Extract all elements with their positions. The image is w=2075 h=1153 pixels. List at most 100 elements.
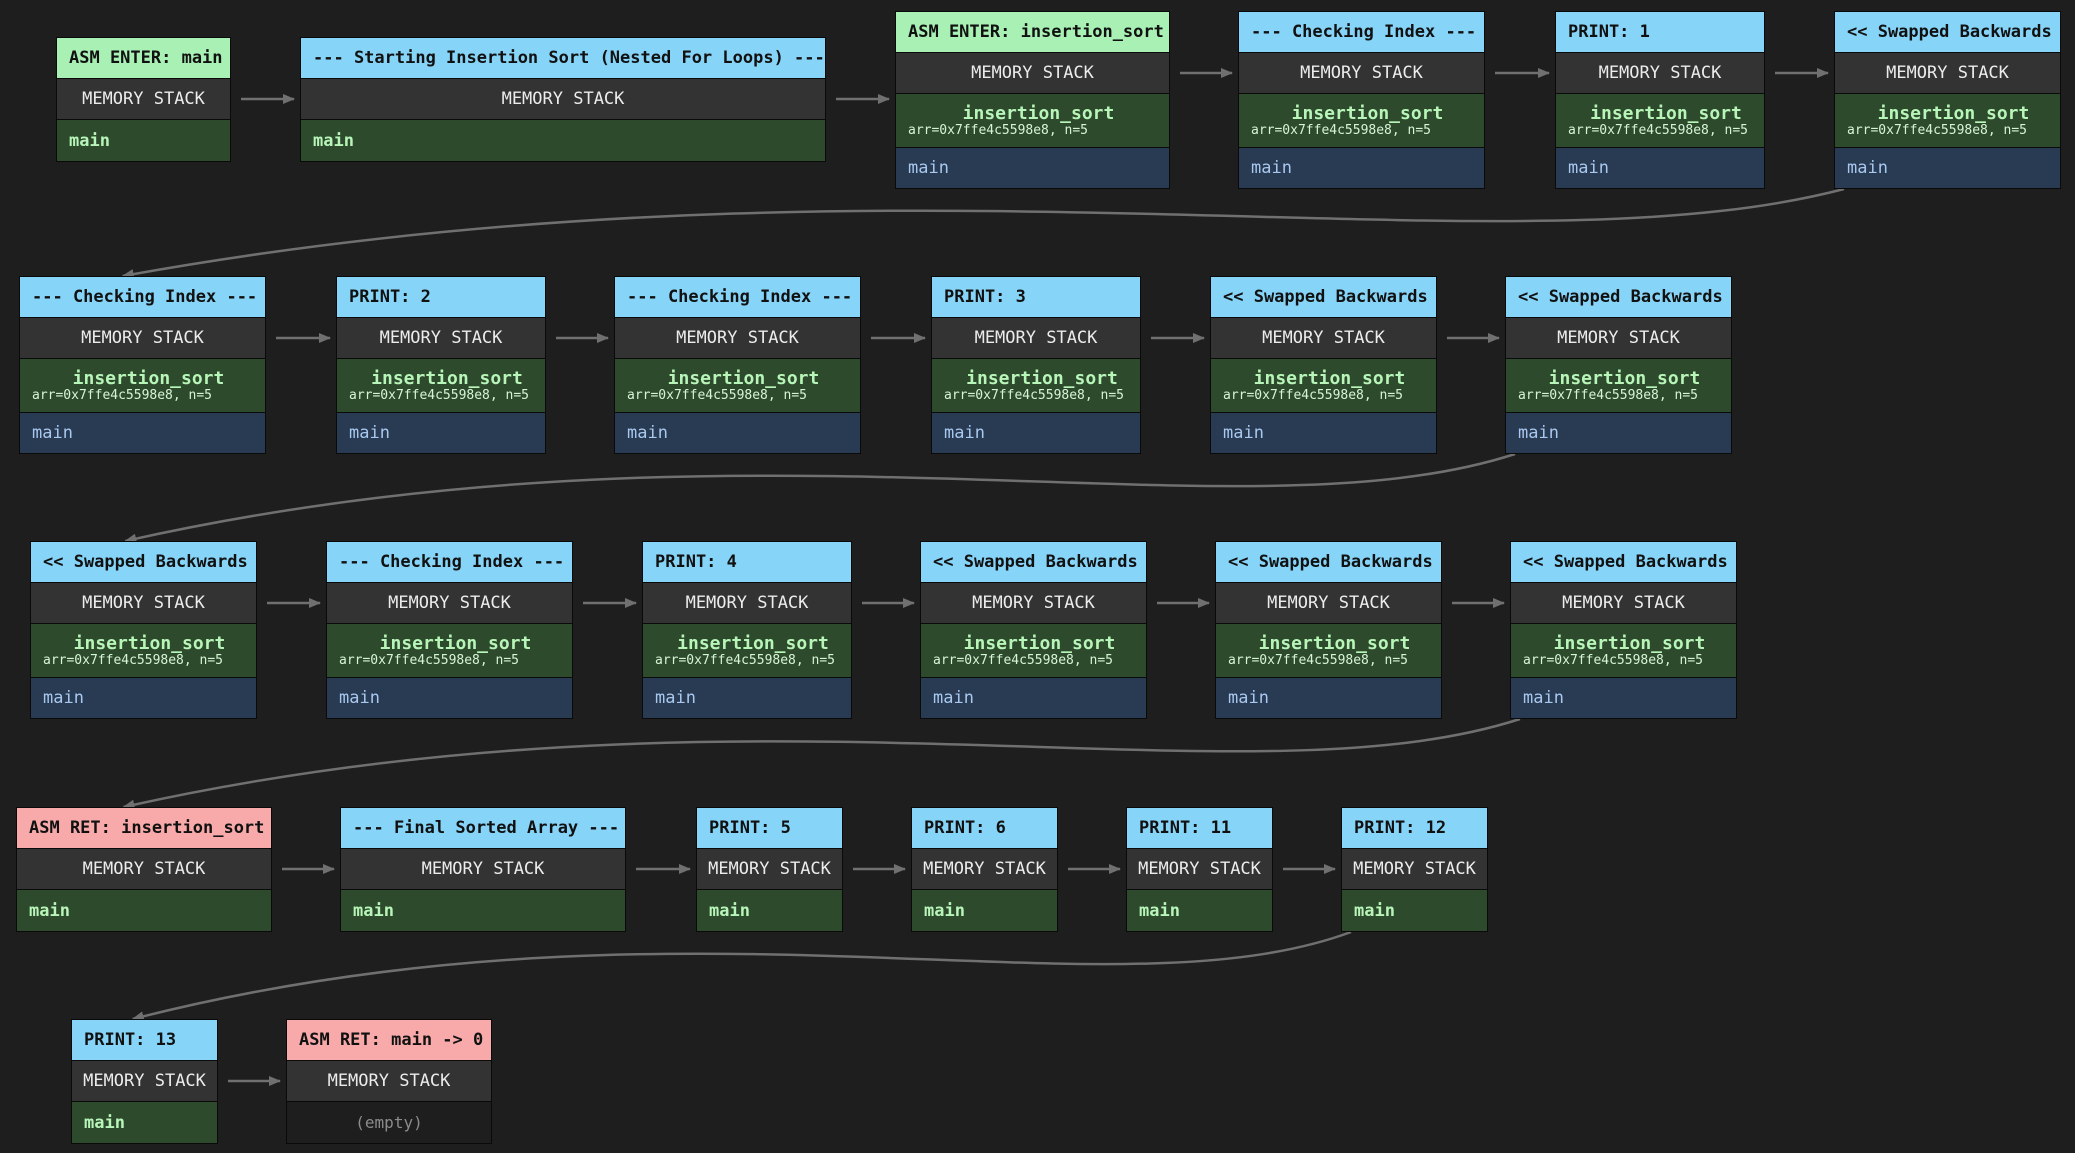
frame-arguments: arr=0x7ffe4c5598e8, n=5 (1847, 122, 2028, 138)
stack-frame-insertion-sort: insertion_sort arr=0x7ffe4c5598e8, n=5 (20, 359, 265, 413)
frame-arguments: arr=0x7ffe4c5598e8, n=5 (627, 387, 808, 403)
stack-frame-insertion-sort: insertion_sort arr=0x7ffe4c5598e8, n=5 (1211, 359, 1436, 413)
stack-frame-main: main (643, 678, 851, 718)
stack-frame-insertion-sort: insertion_sort arr=0x7ffe4c5598e8, n=5 (337, 359, 545, 413)
node-title: ASM RET: insertion_sort (17, 808, 271, 849)
trace-node: PRINT: 2 MEMORY STACK insertion_sort arr=0x… (336, 276, 546, 454)
frame-function-name: insertion_sort (72, 367, 225, 389)
memory-stack-header: MEMORY STACK (287, 1061, 491, 1102)
frame-arguments: arr=0x7ffe4c5598e8, n=5 (349, 387, 530, 403)
node-title: --- Checking Index --- (20, 277, 265, 318)
wrap-arrow (124, 452, 1516, 544)
trace-node: PRINT: 12 MEMORY STACK main (1341, 807, 1488, 932)
memory-stack-header: MEMORY STACK (1511, 583, 1736, 624)
frame-arguments: arr=0x7ffe4c5598e8, n=5 (933, 652, 1114, 668)
stack-frame-main: main (57, 120, 230, 161)
trace-node: --- Checking Index --- MEMORY STACK insert… (1238, 11, 1485, 189)
stack-frame-main: main (1835, 148, 2060, 188)
trace-node: PRINT: 1 MEMORY STACK insertion_sort arr=0x… (1555, 11, 1765, 189)
memory-stack-header: MEMORY STACK (1239, 53, 1484, 94)
memory-stack-header: MEMORY STACK (1342, 849, 1487, 890)
node-title: << Swapped Backwards (1506, 277, 1731, 318)
trace-node: << Swapped Backwards MEMORY STACK insertio… (1510, 541, 1737, 719)
frame-arguments: arr=0x7ffe4c5598e8, n=5 (1518, 387, 1699, 403)
memory-stack-header: MEMORY STACK (17, 849, 271, 890)
node-title: --- Checking Index --- (615, 277, 860, 318)
stack-frame-main: main (1556, 148, 1764, 188)
node-title: ASM ENTER: insertion_sort (896, 12, 1169, 53)
trace-node: << Swapped Backwards MEMORY STACK insertio… (1215, 541, 1442, 719)
stack-frame-insertion-sort: insertion_sort arr=0x7ffe4c5598e8, n=5 (1511, 624, 1736, 678)
node-title: << Swapped Backwards (31, 542, 256, 583)
node-title: PRINT: 4 (643, 542, 851, 583)
trace-node: ASM ENTER: main MEMORY STACK main (56, 37, 231, 162)
stack-frame-main: main (896, 148, 1169, 188)
trace-node: << Swapped Backwards MEMORY STACK insertio… (30, 541, 257, 719)
memory-stack-header: MEMORY STACK (72, 1061, 217, 1102)
frame-arguments: arr=0x7ffe4c5598e8, n=5 (1228, 652, 1409, 668)
node-title: PRINT: 2 (337, 277, 545, 318)
frame-function-name: insertion_sort (1877, 102, 2030, 124)
trace-node: PRINT: 6 MEMORY STACK main (911, 807, 1058, 932)
frame-arguments: arr=0x7ffe4c5598e8, n=5 (32, 387, 213, 403)
wrap-arrow (131, 930, 1352, 1022)
frame-arguments: arr=0x7ffe4c5598e8, n=5 (1223, 387, 1404, 403)
trace-node: ASM RET: main -> 0 MEMORY STACK (empty) (286, 1019, 492, 1144)
memory-stack-header: MEMORY STACK (1211, 318, 1436, 359)
memory-stack-header: MEMORY STACK (1835, 53, 2060, 94)
memory-stack-header: MEMORY STACK (912, 849, 1057, 890)
frame-function-name: insertion_sort (73, 632, 226, 654)
frame-function-name: insertion_sort (1553, 632, 1706, 654)
stack-frame-main: main (932, 413, 1140, 453)
stack-frame-insertion-sort: insertion_sort arr=0x7ffe4c5598e8, n=5 (1216, 624, 1441, 678)
stack-frame-main: main (20, 413, 265, 453)
frame-function-name: insertion_sort (966, 367, 1118, 389)
memory-stack-header: MEMORY STACK (932, 318, 1140, 359)
stack-frame-main: main (1239, 148, 1484, 188)
memory-stack-header: MEMORY STACK (697, 849, 842, 890)
memory-stack-header: MEMORY STACK (57, 79, 230, 120)
trace-node: --- Final Sorted Array --- MEMORY STACK ma… (340, 807, 626, 932)
trace-node: PRINT: 11 MEMORY STACK main (1126, 807, 1273, 932)
frame-arguments: arr=0x7ffe4c5598e8, n=5 (908, 122, 1089, 138)
node-title: << Swapped Backwards (1216, 542, 1441, 583)
memory-stack-header: MEMORY STACK (643, 583, 851, 624)
frame-function-name: insertion_sort (677, 632, 829, 654)
frame-function-name: insertion_sort (1291, 102, 1444, 124)
node-title: --- Checking Index --- (327, 542, 572, 583)
frame-function-name: insertion_sort (371, 367, 523, 389)
node-title: PRINT: 12 (1342, 808, 1487, 849)
node-title: << Swapped Backwards (1835, 12, 2060, 53)
trace-node: << Swapped Backwards MEMORY STACK insertio… (1834, 11, 2061, 189)
frame-function-name: insertion_sort (667, 367, 820, 389)
wrap-arrow (121, 187, 1845, 279)
trace-node: PRINT: 3 MEMORY STACK insertion_sort arr=0x… (931, 276, 1141, 454)
memory-stack-header: MEMORY STACK (20, 318, 265, 359)
stack-frame-main: main (1506, 413, 1731, 453)
stack-frame-main: main (327, 678, 572, 718)
trace-node: PRINT: 13 MEMORY STACK main (71, 1019, 218, 1144)
stack-frame-insertion-sort: insertion_sort arr=0x7ffe4c5598e8, n=5 (31, 624, 256, 678)
node-title: << Swapped Backwards (1511, 542, 1736, 583)
stack-frame-main: main (697, 890, 842, 931)
node-title: ASM ENTER: main (57, 38, 230, 79)
frame-function-name: insertion_sort (1258, 632, 1411, 654)
frame-function-name: insertion_sort (1548, 367, 1701, 389)
trace-node: PRINT: 5 MEMORY STACK main (696, 807, 843, 932)
memory-stack-header: MEMORY STACK (31, 583, 256, 624)
frame-function-name: insertion_sort (379, 632, 532, 654)
trace-node: --- Checking Index --- MEMORY STACK insert… (326, 541, 573, 719)
trace-node: << Swapped Backwards MEMORY STACK insertio… (920, 541, 1147, 719)
node-title: PRINT: 11 (1127, 808, 1272, 849)
frame-function-name: insertion_sort (1253, 367, 1406, 389)
frame-function-name: insertion_sort (962, 102, 1115, 124)
trace-node: --- Starting Insertion Sort (Nested For … (300, 37, 826, 162)
stack-frame-insertion-sort: insertion_sort arr=0x7ffe4c5598e8, n=5 (1556, 94, 1764, 148)
stack-empty: (empty) (287, 1102, 491, 1143)
node-title: PRINT: 1 (1556, 12, 1764, 53)
node-title: --- Checking Index --- (1239, 12, 1484, 53)
trace-node: ASM ENTER: insertion_sort MEMORY STACK ins… (895, 11, 1170, 189)
frame-function-name: insertion_sort (963, 632, 1116, 654)
stack-frame-main: main (615, 413, 860, 453)
